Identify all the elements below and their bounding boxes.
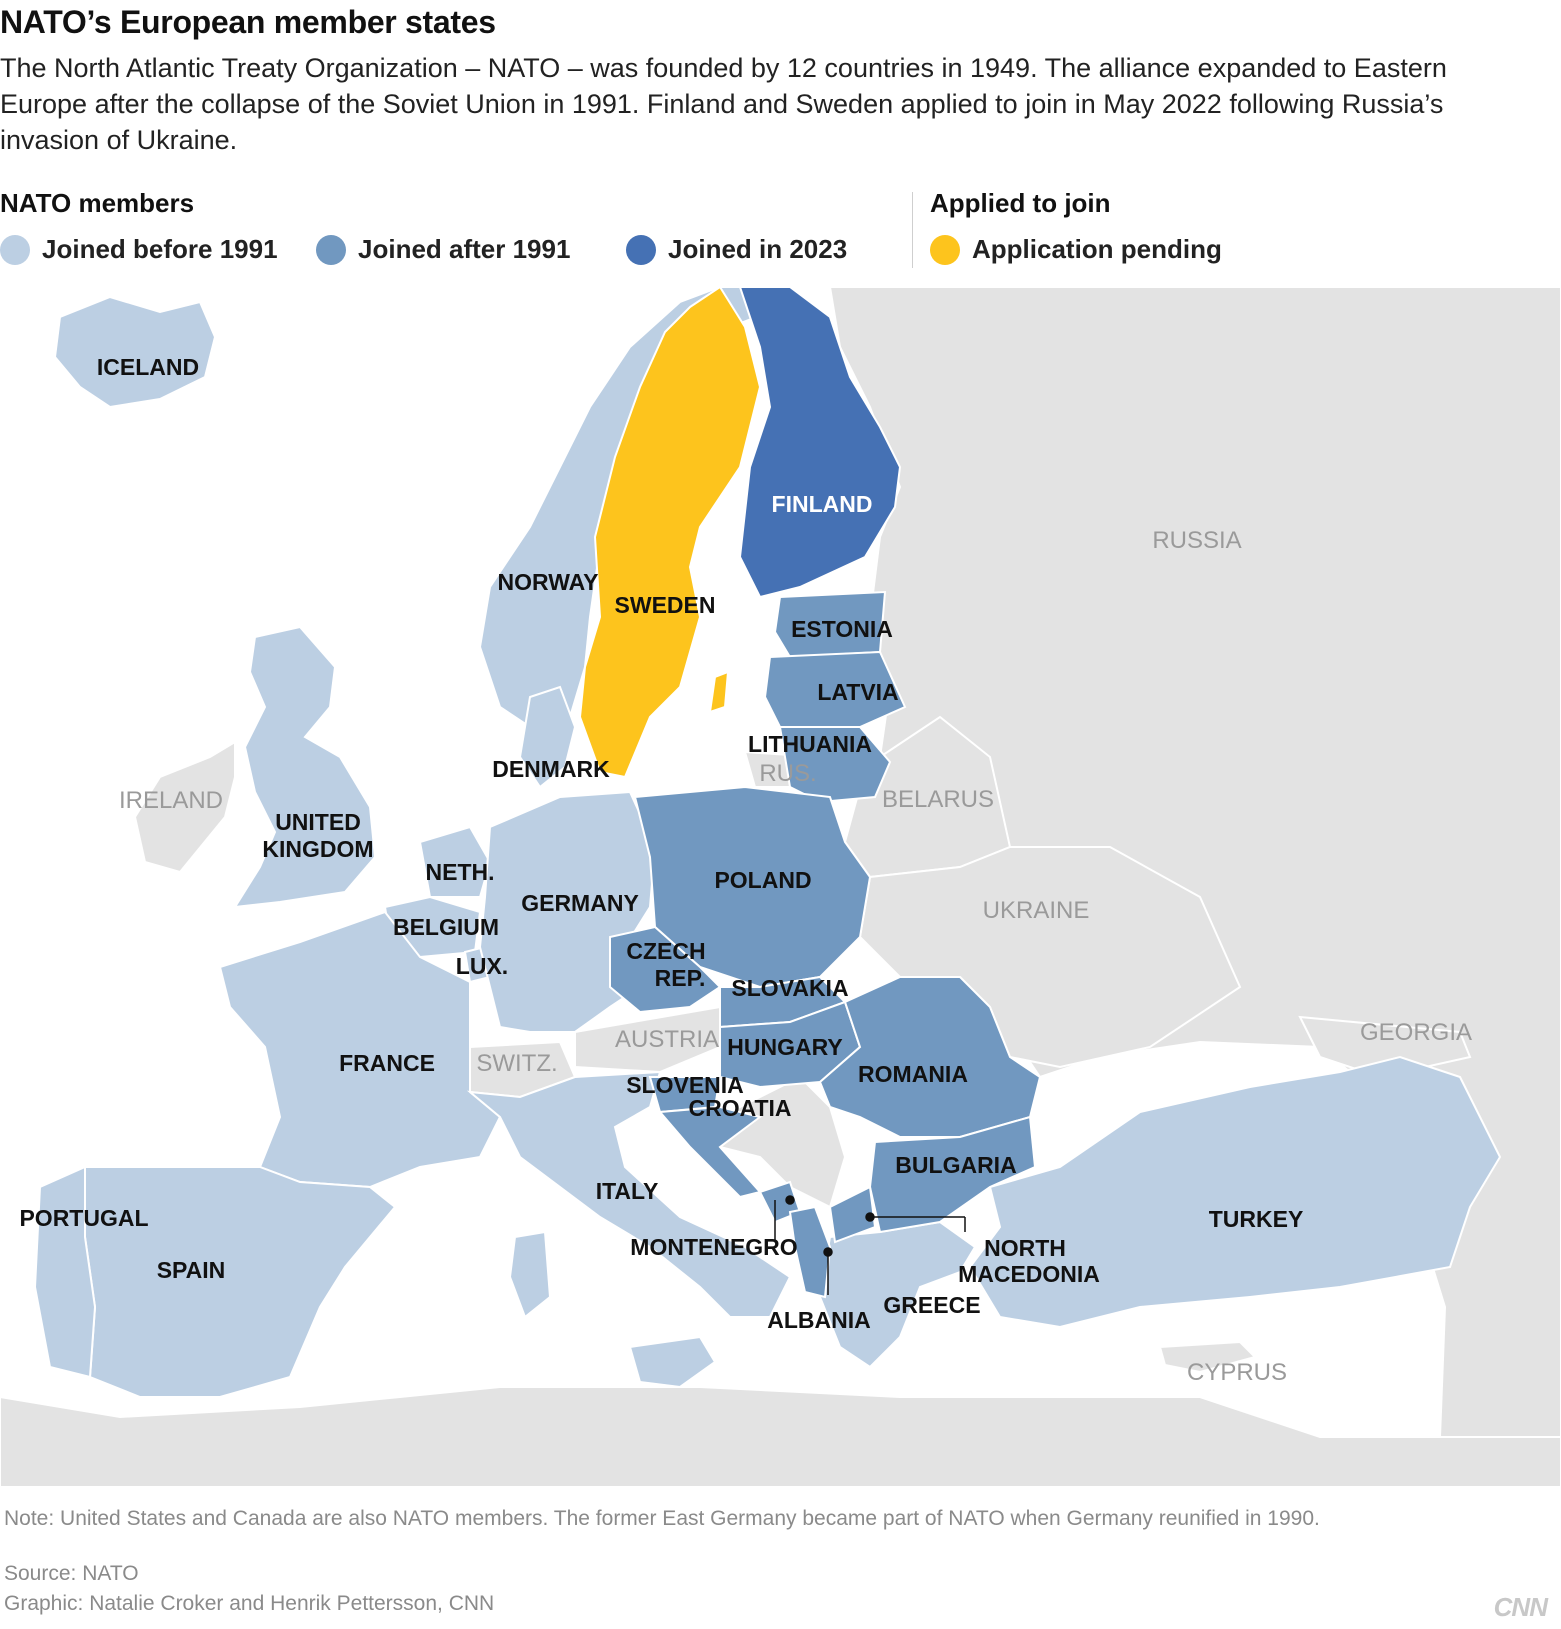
country-france [218, 910, 502, 1189]
label-slovakia: SLOVAKIA [731, 975, 848, 1001]
label-poland: POLAND [714, 867, 811, 893]
label-denmark: DENMARK [492, 756, 610, 782]
label-czech-line2: REP. [655, 965, 706, 991]
country-netherlands [418, 825, 492, 898]
label-belarus: BELARUS [882, 786, 994, 813]
label-portugal: PORTUGAL [19, 1205, 148, 1231]
country-sardinia [508, 1230, 552, 1319]
graphic-credit: Graphic: Natalie Croker and Henrik Pette… [4, 1592, 495, 1615]
footnote: Note: United States and Canada are also … [4, 1507, 1320, 1530]
cnn-logo: CNN [1493, 1592, 1548, 1622]
label-north-macedonia-line1: NORTH [984, 1235, 1066, 1261]
country-denmark [518, 685, 577, 789]
label-turkey: TURKEY [1209, 1206, 1304, 1232]
legend-divider [912, 192, 913, 268]
label-rus: RUS. [759, 760, 816, 787]
country-iceland [53, 295, 217, 409]
source: Source: NATO [4, 1562, 139, 1585]
legend-item-joined-in-2023: Joined in 2023 [626, 234, 847, 265]
label-hungary: HUNGARY [727, 1034, 842, 1060]
country-finland [738, 287, 902, 599]
legend: NATO members Applied to join Joined befo… [0, 188, 1561, 268]
label-france: FRANCE [339, 1050, 435, 1076]
country-lithuania [778, 726, 892, 804]
label-netherlands: NETH. [426, 859, 495, 885]
map: ICELAND NORWAY SWEDEN FINLAND RUSSIA EST… [0, 287, 1561, 1487]
label-bulgaria: BULGARIA [895, 1152, 1016, 1178]
label-austria: AUSTRIA [615, 1026, 719, 1053]
label-estonia: ESTONIA [791, 616, 893, 642]
credits: Source: NATO Graphic: Natalie Croker and… [4, 1559, 494, 1619]
country-sweden-gotland [708, 670, 730, 714]
country-poland [633, 785, 872, 989]
legend-item-joined-before-1991: Joined before 1991 [0, 234, 278, 265]
country-uk [233, 625, 377, 909]
label-russia: RUSSIA [1152, 527, 1241, 554]
land-cyprus [1158, 1340, 1257, 1374]
label-norway: NORWAY [498, 569, 599, 595]
label-ireland: IRELAND [119, 787, 223, 814]
legend-item-joined-after-1991: Joined after 1991 [316, 234, 570, 265]
label-switzerland: SWITZ. [476, 1050, 557, 1077]
legend-label: Application pending [972, 234, 1222, 264]
label-croatia: CROATIA [688, 1095, 791, 1121]
label-belgium: BELGIUM [393, 914, 499, 940]
label-germany: GERMANY [521, 890, 639, 916]
label-spain: SPAIN [157, 1257, 226, 1283]
label-cyprus: CYPRUS [1187, 1359, 1287, 1386]
label-north-macedonia-line2: MACEDONIA [958, 1261, 1100, 1287]
legend-label: Joined in 2023 [668, 234, 848, 264]
label-montenegro: MONTENEGRO [630, 1234, 797, 1260]
legend-applied-heading: Applied to join [930, 188, 1111, 218]
country-north-macedonia [828, 1185, 877, 1244]
label-latvia: LATVIA [817, 679, 898, 705]
label-sweden: SWEDEN [615, 592, 716, 618]
country-sweden [578, 287, 762, 779]
description: The North Atlantic Treaty Organization –… [0, 53, 1447, 155]
page-title: NATO’s European member states [0, 4, 496, 40]
legend-label: Joined after 1991 [358, 234, 571, 264]
country-sicily [628, 1335, 717, 1389]
label-romania: ROMANIA [858, 1061, 968, 1087]
label-finland: FINLAND [772, 491, 873, 517]
label-czech-line1: CZECH [626, 938, 705, 964]
label-georgia: GEORGIA [1360, 1019, 1472, 1046]
country-italy [466, 1070, 792, 1318]
legend-label: Joined before 1991 [42, 234, 278, 264]
leader-dot-montenegro [785, 1195, 795, 1205]
land-ireland [133, 740, 236, 874]
label-albania: ALBANIA [767, 1307, 871, 1333]
label-iceland: ICELAND [97, 354, 199, 380]
country-labels: ICELAND NORWAY SWEDEN FINLAND RUSSIA EST… [19, 354, 1472, 1386]
map-svg: ICELAND NORWAY SWEDEN FINLAND RUSSIA EST… [0, 287, 1561, 1487]
label-lithuania: LITHUANIA [748, 731, 872, 757]
country-bulgaria [868, 1115, 1037, 1234]
legend-swatch-joined-in-2023 [626, 234, 656, 265]
land-north-africa [0, 1386, 1561, 1487]
legend-members-heading: NATO members [0, 188, 195, 218]
country-czech [609, 925, 722, 1014]
label-greece: GREECE [883, 1292, 980, 1318]
country-portugal [33, 1165, 97, 1379]
label-uk-line1: UNITED [275, 809, 361, 835]
country-croatia [657, 1105, 763, 1199]
country-turkey [968, 1055, 1502, 1329]
label-ukraine: UKRAINE [983, 897, 1090, 924]
label-luxembourg: LUX. [456, 953, 508, 979]
country-albania [788, 1205, 832, 1299]
label-uk-line2: KINGDOM [262, 836, 373, 862]
land-austria [574, 1005, 721, 1074]
legend-swatch-application-pending [930, 234, 960, 265]
label-slovenia: SLOVENIA [626, 1072, 744, 1098]
legend-item-application-pending: Application pending [930, 234, 1222, 265]
label-italy: ITALY [596, 1178, 659, 1204]
legend-swatch-joined-before-1991 [0, 234, 30, 265]
legend-swatch-joined-after-1991 [316, 234, 346, 265]
leader-lines [774, 1195, 966, 1295]
